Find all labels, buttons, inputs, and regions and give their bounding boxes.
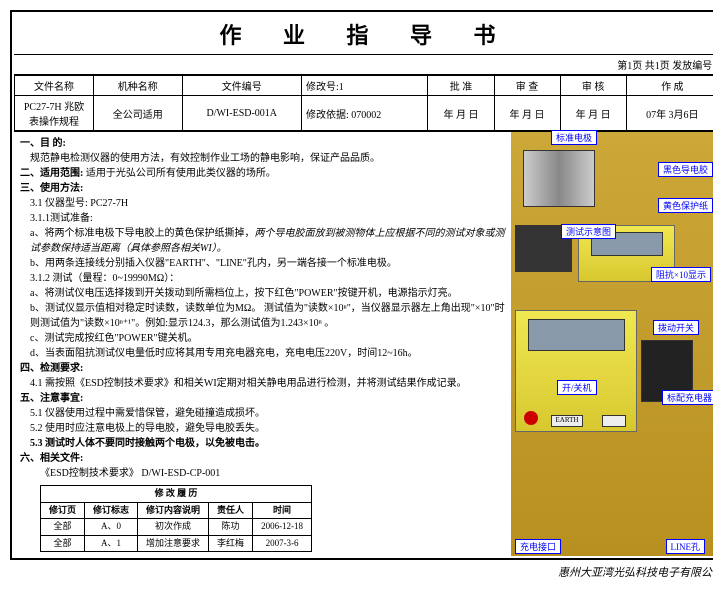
section-6: 六、相关文件: xyxy=(20,451,505,466)
s311a: a、将两个标准电极下导电胶上的黄色保护纸撕掉， xyxy=(30,228,254,239)
mod-cell: 增加注意要求 xyxy=(138,535,209,552)
hdr-cell: 批 准 xyxy=(428,76,494,96)
hdr-cell: 作 成 xyxy=(626,76,713,96)
label-black-rubber: 黑色导电胶 xyxy=(658,162,713,177)
hdr-cell: D/WI-ESD-001A xyxy=(182,96,301,131)
hdr-cell: 年 月 日 xyxy=(428,96,494,131)
mod-table: 修 改 履 历 修订页 修订标志 修订内容说明 责任人 时间 全部 A、0 初次… xyxy=(40,485,312,552)
label-charge-port: 充电接口 xyxy=(515,539,561,554)
hdr-cell: 修改号:1 xyxy=(301,76,428,96)
s61: 《ESD控制技术要求》 D/WI-ESD-CP-001 xyxy=(40,466,505,481)
s312d: d、当表面阻抗测试仪电量低时应将其用专用充电器充电，充电电压220V，时间12~… xyxy=(30,346,505,361)
hdr-cell: PC27-7H 兆欧表操作规程 xyxy=(15,96,94,131)
mod-cell: 2007-3-6 xyxy=(253,535,312,552)
section-5: 五、注意事宜: xyxy=(20,391,505,406)
hdr-cell: 年 月 日 xyxy=(560,96,626,131)
doc-title: 作 业 指 导 书 xyxy=(14,14,713,55)
mod-col: 责任人 xyxy=(209,502,253,519)
mod-col: 修订内容说明 xyxy=(138,502,209,519)
label-charger: 标配充电器 xyxy=(662,390,713,405)
s311b: b、用两条连接线分别插入仪器"EARTH"、"LINE"孔内，另一端各接一个标准… xyxy=(30,256,505,271)
label-electrode: 标准电极 xyxy=(551,130,597,145)
label-power: 开/关机 xyxy=(557,380,597,395)
mod-cell: 陈功 xyxy=(209,519,253,536)
device-img-2: EARTH xyxy=(515,310,637,432)
label-test-diagram: 测试示意图 xyxy=(561,224,616,239)
hdr-cell: 机种名称 xyxy=(94,76,183,96)
section-3: 三、使用方法: xyxy=(20,181,505,196)
s1-text: 规范静电检测仪器的使用方法，有效控制作业工场的静电影响，保证产品品质。 xyxy=(30,151,505,166)
s312c: c、测试完成按红色"POWER"键关机。 xyxy=(30,331,505,346)
hdr-cell: 年 月 日 xyxy=(494,96,560,131)
electrode-img xyxy=(523,150,595,207)
text-content: 一、目 的: 规范静电检测仪器的使用方法，有效控制作业工场的静电影响，保证产品品… xyxy=(14,132,511,556)
image-column: 标准电极 黑色导电胶 黄色保护纸 测试示意图 阻抗×10显示 EARTH 拨动开… xyxy=(511,132,713,556)
label-x10: 阻抗×10显示 xyxy=(651,267,711,282)
header-table: 文件名称 机种名称 文件编号 修改号:1 批 准 审 查 审 核 作 成 PC2… xyxy=(14,75,713,131)
label-line: LINE孔 xyxy=(666,539,706,554)
mod-cell: 全部 xyxy=(41,519,85,536)
page-info: 第1页 共1页 发放编号: xyxy=(14,55,713,75)
s52: 5.2 使用时应注意电极上的导电胶，避免导电胶丢失。 xyxy=(30,421,505,436)
hdr-cell: 07年 3月6日 xyxy=(626,96,713,131)
hdr-cell: 修改依据: 070002 xyxy=(301,96,428,131)
earth-port: EARTH xyxy=(551,415,583,427)
mod-cell: A、1 xyxy=(85,535,138,552)
hdr-cell: 全公司适用 xyxy=(94,96,183,131)
mod-cell: 初次作成 xyxy=(138,519,209,536)
s312a: a、将测试仪电压选择拨到开关拨动到所需档位上，按下红色"POWER"按键开机，电… xyxy=(30,286,505,301)
hdr-cell: 审 查 xyxy=(494,76,560,96)
mod-cell: A、0 xyxy=(85,519,138,536)
mod-col: 时间 xyxy=(253,502,312,519)
s53: 5.3 测试时人体不要同时接触两个电极，以免被电击。 xyxy=(30,436,505,451)
section-1: 一、目 的: xyxy=(20,138,66,149)
s312b: b、测试仪显示值相对稳定时读数，读数单位为MΩ。 测试值为"读数×10ⁿ"，当仪… xyxy=(30,301,505,331)
s31: 3.1 仪器型号: PC27-7H xyxy=(30,196,505,211)
label-toggle: 拨动开关 xyxy=(653,320,699,335)
hdr-cell: 文件名称 xyxy=(15,76,94,96)
hdr-cell: 文件编号 xyxy=(182,76,301,96)
s51: 5.1 仪器使用过程中需爱惜保管，避免碰撞造成损坏。 xyxy=(30,406,505,421)
label-yellow-paper: 黄色保护纸 xyxy=(658,198,713,213)
hdr-cell: 审 核 xyxy=(560,76,626,96)
mod-col: 修订页 xyxy=(41,502,85,519)
mod-cell: 李红梅 xyxy=(209,535,253,552)
mod-col: 修订标志 xyxy=(85,502,138,519)
footer: 惠州大亚湾光弘科技电子有限公司 xyxy=(10,564,713,580)
section-2: 二、适用范围: xyxy=(20,168,86,179)
mod-cell: 2006-12-18 xyxy=(253,519,312,536)
mod-title: 修 改 履 历 xyxy=(41,486,312,503)
mod-cell: 全部 xyxy=(41,535,85,552)
s41: 4.1 需按照《ESD控制技术要求》和相关WI定期对相关静电用品进行检测，并将测… xyxy=(30,376,505,391)
section-4: 四、检测要求: xyxy=(20,361,505,376)
s312: 3.1.2 测试（量程：0~19990MΩ）： xyxy=(30,271,505,286)
s311: 3.1.1测试准备: xyxy=(30,211,505,226)
s2-text: 适用于光弘公司所有使用此类仪器的场所。 xyxy=(86,168,276,179)
